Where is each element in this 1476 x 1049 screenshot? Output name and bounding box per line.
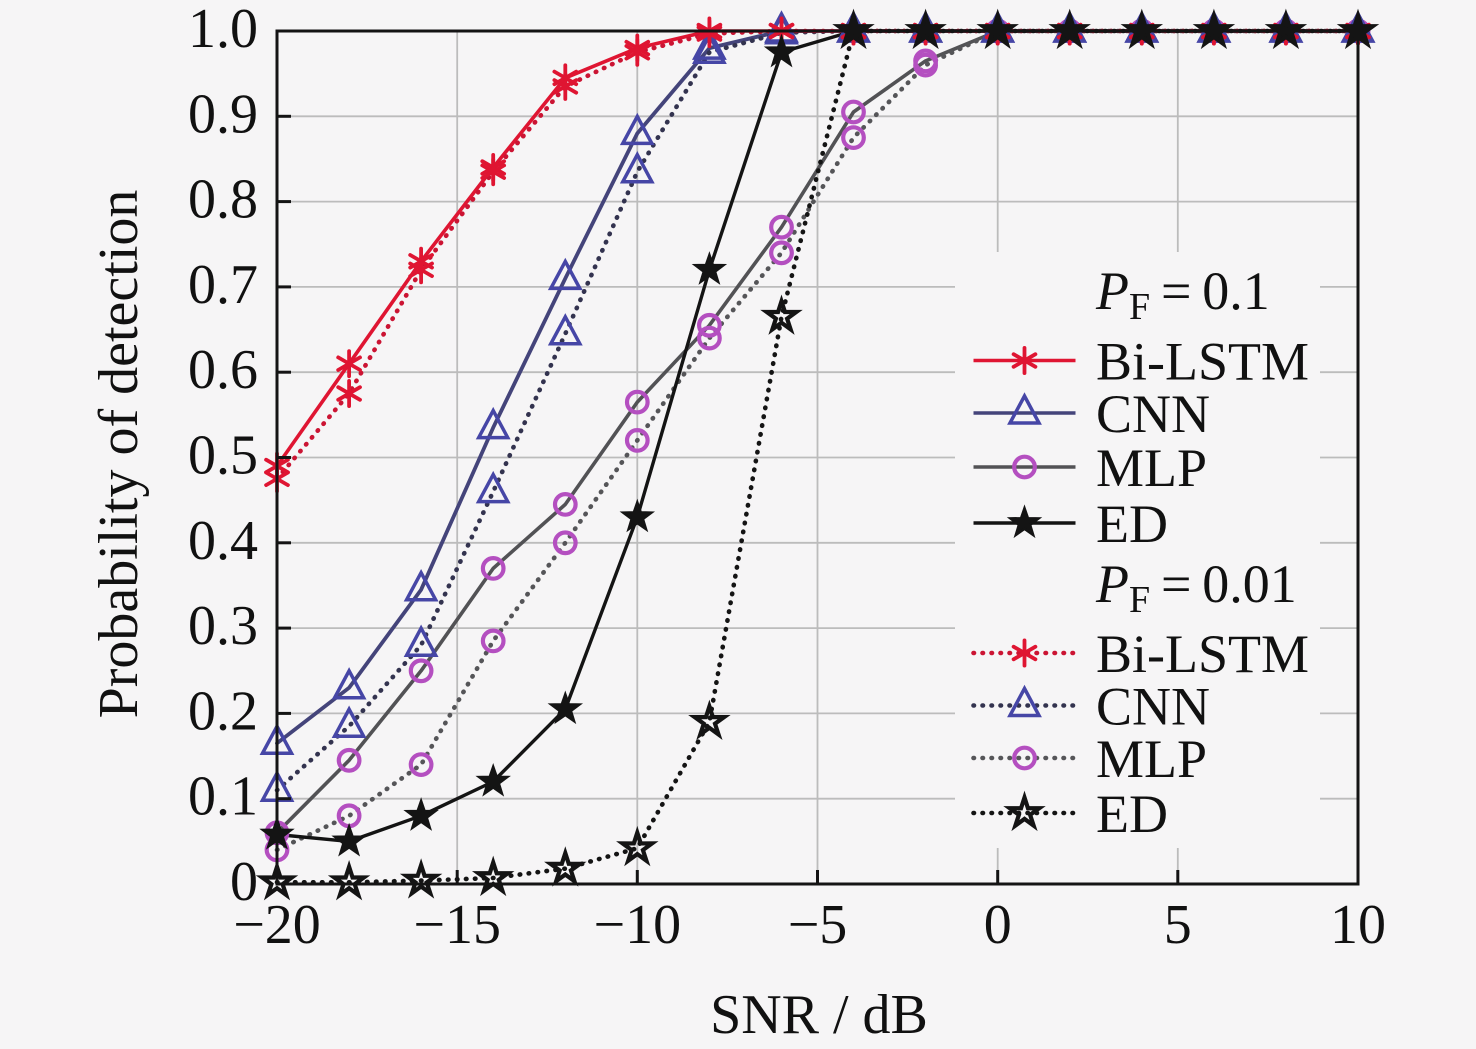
svg-text:0.2: 0.2 — [188, 680, 258, 742]
svg-text:1.0: 1.0 — [188, 0, 258, 60]
svg-text:ED: ED — [1096, 494, 1168, 554]
svg-text:0.3: 0.3 — [188, 595, 258, 657]
svg-text:−20: −20 — [233, 894, 321, 956]
svg-text:10: 10 — [1330, 894, 1386, 956]
svg-text:−5: −5 — [788, 894, 848, 956]
svg-text:Bi-LSTM: Bi-LSTM — [1096, 332, 1309, 392]
svg-text:CNN: CNN — [1096, 677, 1210, 737]
svg-text:CNN: CNN — [1096, 384, 1210, 444]
svg-text:0.9: 0.9 — [188, 83, 258, 145]
svg-text:PF = 0.01: PF = 0.01 — [1095, 554, 1297, 621]
svg-text:SNR / dB: SNR / dB — [710, 984, 928, 1046]
svg-text:0.1: 0.1 — [188, 766, 258, 828]
svg-text:0.6: 0.6 — [188, 339, 258, 401]
svg-text:Probability of detection: Probability of detection — [88, 190, 150, 719]
svg-text:0: 0 — [984, 894, 1012, 956]
svg-text:0.5: 0.5 — [188, 425, 258, 487]
svg-text:MLP: MLP — [1096, 729, 1207, 789]
svg-text:5: 5 — [1164, 894, 1192, 956]
svg-text:MLP: MLP — [1096, 438, 1207, 498]
svg-text:−10: −10 — [594, 894, 682, 956]
svg-text:0.7: 0.7 — [188, 254, 258, 316]
svg-text:PF = 0.1: PF = 0.1 — [1095, 261, 1270, 328]
svg-text:0.8: 0.8 — [188, 169, 258, 231]
svg-text:0.4: 0.4 — [188, 510, 258, 572]
svg-text:ED: ED — [1096, 784, 1168, 844]
svg-text:−15: −15 — [413, 894, 501, 956]
svg-text:Bi-LSTM: Bi-LSTM — [1096, 624, 1309, 684]
svg-text:0: 0 — [230, 851, 258, 913]
